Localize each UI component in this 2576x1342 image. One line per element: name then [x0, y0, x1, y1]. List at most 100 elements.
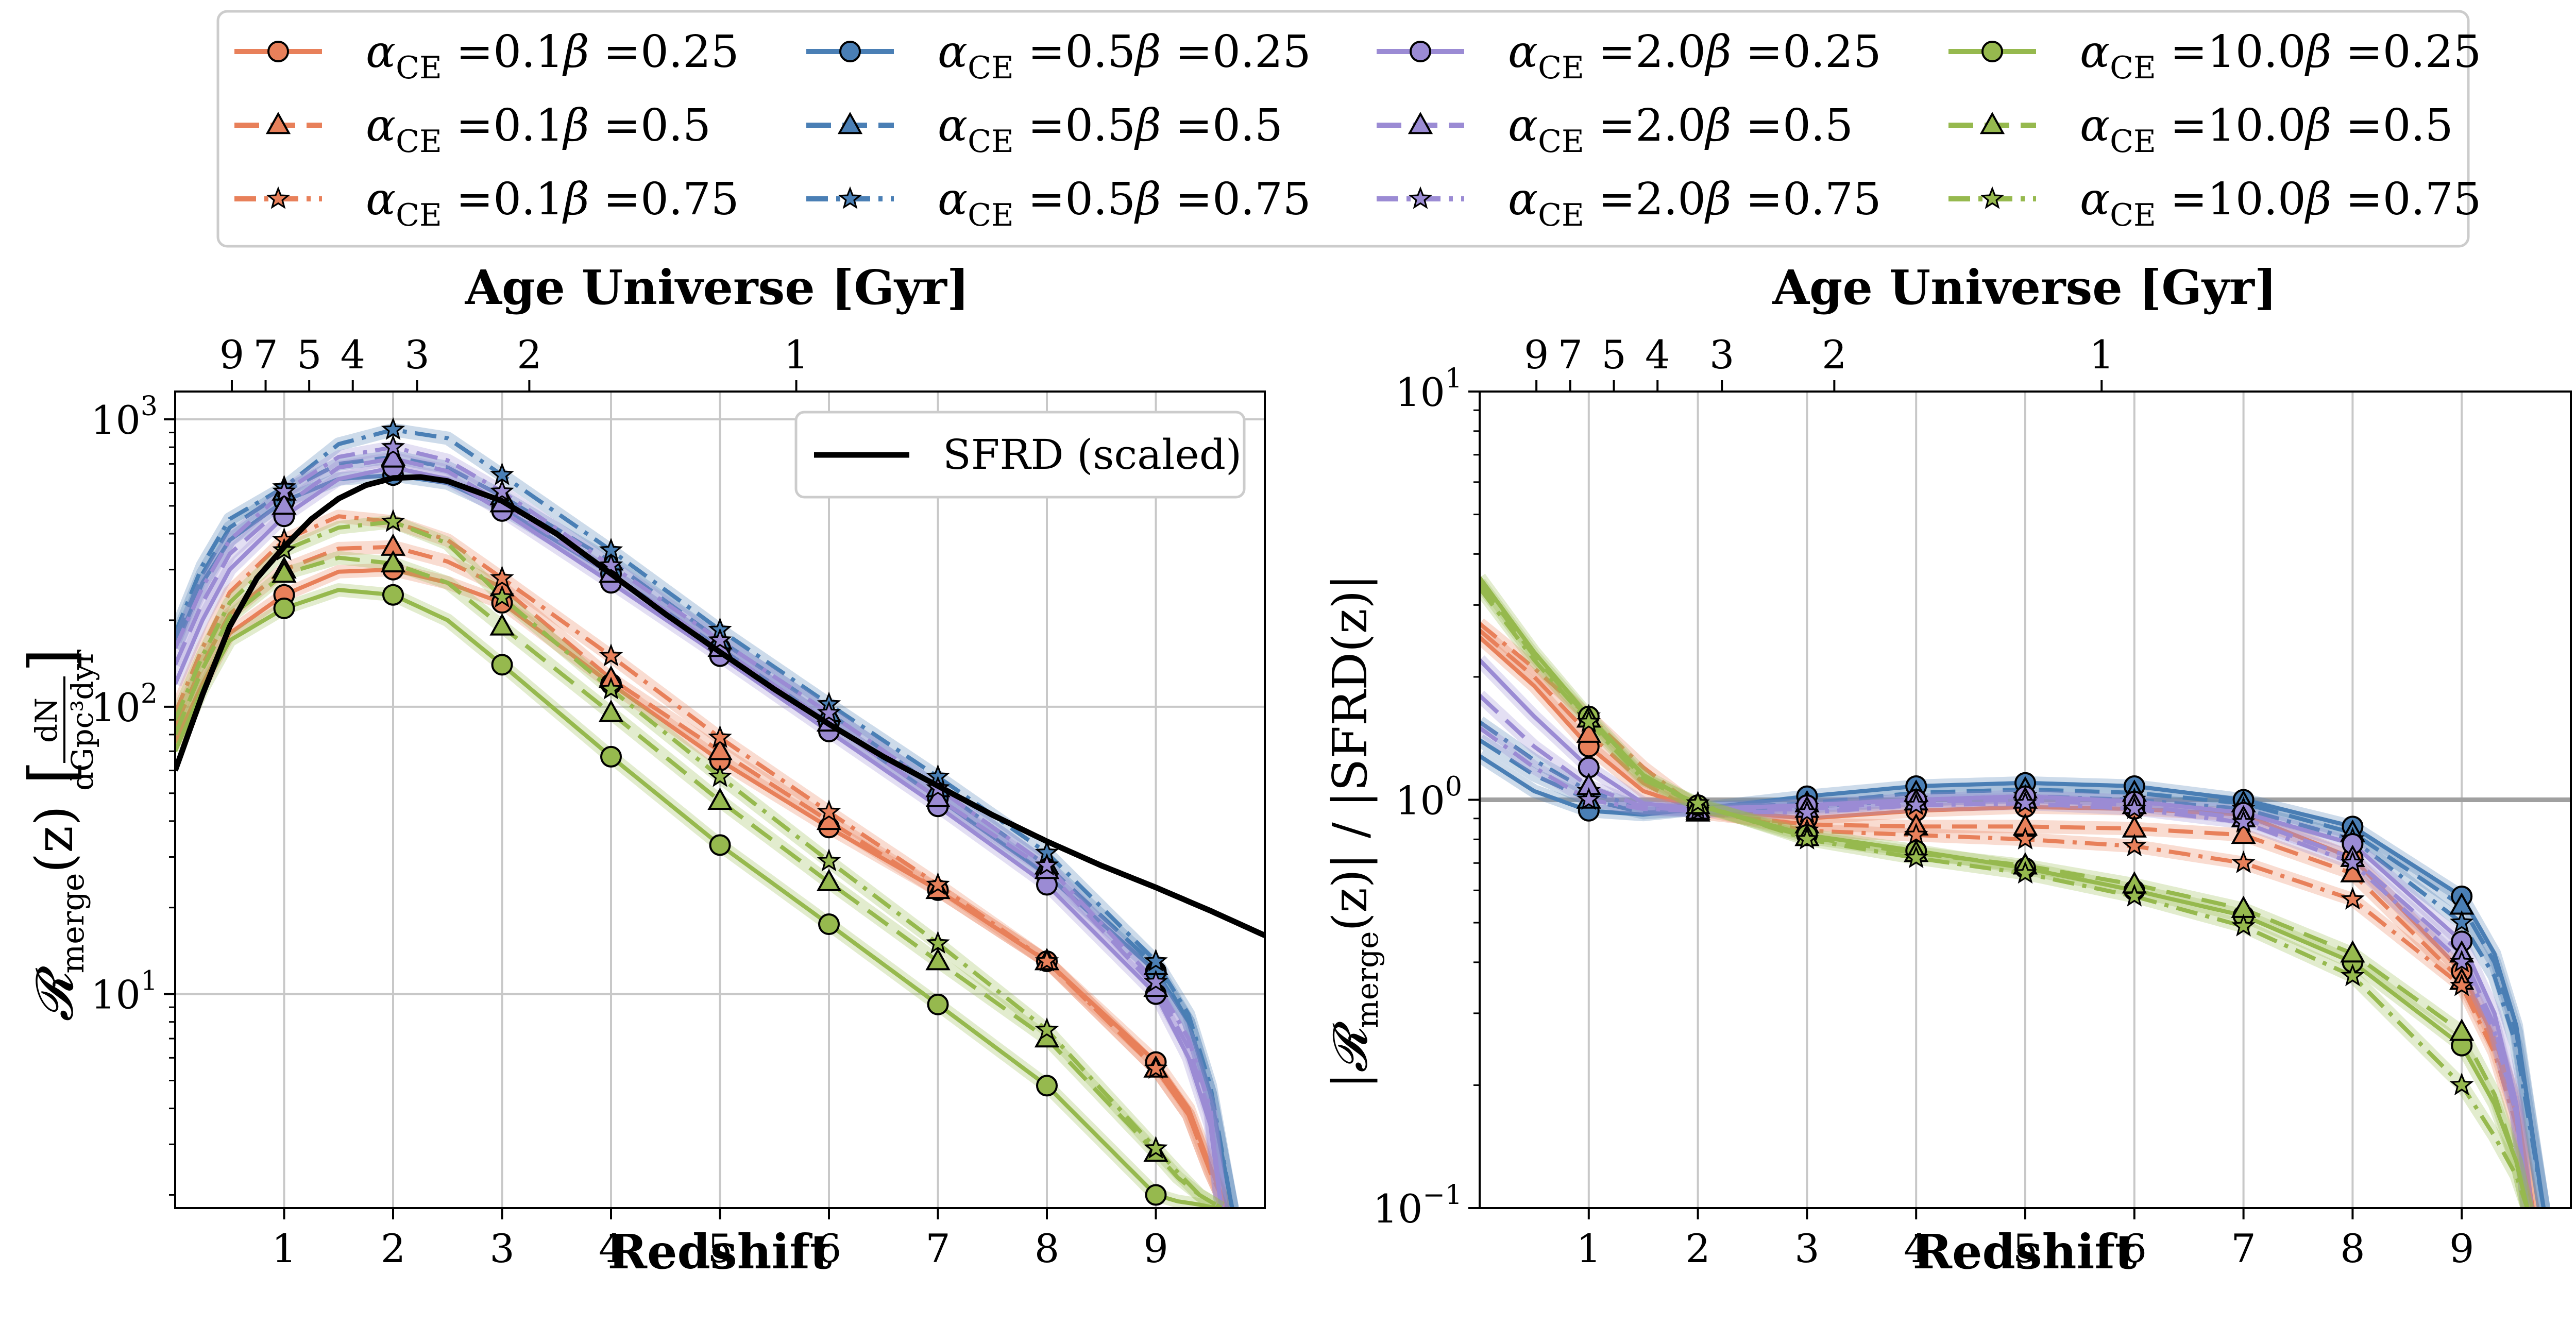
legend-alpha-value: =0.1: [442, 26, 564, 78]
legend-beta: β: [2304, 26, 2332, 78]
legend-entry: αCE =0.1β =0.5: [234, 100, 711, 160]
series-marker: [2341, 850, 2365, 874]
x-tick-label: 2: [1685, 1226, 1710, 1271]
legend-label: αCE =0.5β =0.5: [938, 100, 1283, 160]
series-marker: [1144, 1056, 1168, 1079]
series-marker: [489, 613, 515, 636]
legend-alpha-sub: CE: [968, 124, 1014, 160]
y-tick-label: 100: [1395, 772, 1462, 824]
left-ylabel-bracket-close: ]: [16, 648, 88, 672]
legend-entry: αCE =0.1β =0.25: [234, 26, 739, 86]
legend-beta-value: =0.25: [1732, 26, 1882, 78]
legend-alpha-value: =2.0: [1584, 26, 1706, 78]
x-tick-label: 9: [2449, 1226, 2474, 1271]
left-y-axis-title: 𝓡merge(z) [ dN dGpc³dyr ]: [16, 648, 100, 1022]
series-marker: [1035, 1017, 1059, 1041]
legend-beta: β: [1134, 100, 1161, 151]
legend-swatch-marker: [1979, 112, 2005, 134]
legend-alpha-sub: CE: [1538, 124, 1584, 160]
top-tick-label: 2: [1822, 332, 1846, 378]
top-tick-label: 3: [1709, 332, 1734, 378]
legend-beta-value: =0.75: [1161, 174, 1311, 225]
series-marker: [381, 509, 405, 532]
series-marker: [817, 799, 841, 823]
legend-beta-value: =0.5: [1732, 100, 1853, 151]
series-marker: [2341, 887, 2365, 910]
left-sfrd-curve: [175, 474, 1265, 938]
series-marker: [2122, 834, 2147, 857]
y-tick-label: 101: [1395, 363, 1462, 415]
legend-entry: αCE =2.0β =0.5: [1377, 100, 1853, 160]
legend-alpha-sub: CE: [396, 124, 442, 160]
legend-beta-value: =0.5: [1161, 100, 1283, 151]
left-ylabel-sub: merge: [55, 873, 91, 974]
legend-alpha-sub: CE: [968, 197, 1014, 233]
series-band: [1480, 655, 2534, 1208]
legend-alpha-value: =10.0: [2156, 174, 2306, 225]
series-marker: [707, 738, 733, 760]
series-marker: [1904, 845, 1928, 869]
right-ylabel-symbol: 𝓡: [1323, 1021, 1378, 1073]
series-marker: [381, 417, 405, 440]
y-tick-label: 103: [91, 391, 158, 443]
series-marker: [2449, 1073, 2474, 1096]
legend-beta: β: [1134, 174, 1161, 225]
series-marker: [2231, 810, 2256, 833]
series-marker: [599, 676, 623, 700]
left-ylabel-unit-den: dGpc³dyr: [65, 650, 100, 791]
legend-label: αCE =10.0β =0.75: [2080, 174, 2481, 233]
series-line: [175, 445, 1224, 1208]
x-tick-label: 7: [2231, 1226, 2256, 1271]
y-tick-exponent: 3: [141, 391, 158, 422]
x-tick-label: 8: [2340, 1226, 2365, 1271]
series-marker: [599, 553, 623, 576]
series-marker: [1904, 792, 1928, 816]
legend-alpha-value: =0.1: [442, 100, 564, 151]
y-tick-label: 10−1: [1373, 1180, 1462, 1232]
series-marker: [2449, 1018, 2475, 1041]
legend-swatch-marker: [837, 112, 863, 134]
legend-alpha: α: [1508, 174, 1538, 225]
legend-beta-value: =0.25: [2331, 26, 2481, 78]
top-tick-label: 7: [253, 332, 278, 378]
series-marker: [1576, 720, 1601, 743]
legend-label: αCE =2.0β =0.75: [1508, 174, 1882, 233]
legend-beta: β: [1704, 26, 1732, 78]
y-tick-exponent: 1: [141, 966, 158, 997]
x-tick-label: 6: [817, 1226, 841, 1271]
sfrd-legend: SFRD (scaled): [794, 411, 1246, 499]
series-marker: [2341, 963, 2365, 987]
top-tick-label: 9: [1524, 332, 1549, 378]
legend-alpha: α: [1508, 26, 1538, 78]
x-tick-label: 6: [2122, 1226, 2147, 1271]
right-ylabel-open: |: [1323, 1073, 1378, 1089]
legend-alpha-sub: CE: [396, 197, 442, 233]
left-x-axis-title: Redshift: [607, 1224, 832, 1280]
top-tick-label: 7: [1558, 332, 1583, 378]
left-ylabel-bracket-open: [: [16, 760, 88, 785]
legend-entry: αCE =0.5β =0.5: [806, 100, 1283, 160]
legend-alpha-sub: CE: [2110, 197, 2156, 233]
x-tick-label: 4: [1904, 1226, 1928, 1271]
top-tick-label: 4: [1645, 332, 1670, 378]
x-tick-label: 8: [1035, 1226, 1059, 1271]
series-marker: [490, 585, 514, 608]
series-marker: [708, 627, 732, 651]
series-marker: [381, 434, 405, 457]
legend-alpha: α: [938, 100, 968, 151]
legend-beta: β: [562, 174, 589, 225]
legend-swatch-marker: [1410, 41, 1431, 62]
series-marker: [1577, 787, 1601, 810]
series-marker: [2013, 791, 2038, 814]
legend-alpha: α: [2080, 174, 2110, 225]
right-x-axis-title: Redshift: [1912, 1224, 2137, 1280]
series-marker: [1795, 826, 1819, 850]
right-top-axis-title: Age Universe [Gyr]: [1772, 260, 2277, 315]
right-y-axis-ticks: 10−1 100 101: [1373, 363, 1480, 1232]
legend-label: αCE =10.0β =0.25: [2080, 26, 2481, 86]
legend-entry: αCE =10.0β =0.5: [1948, 100, 2453, 160]
